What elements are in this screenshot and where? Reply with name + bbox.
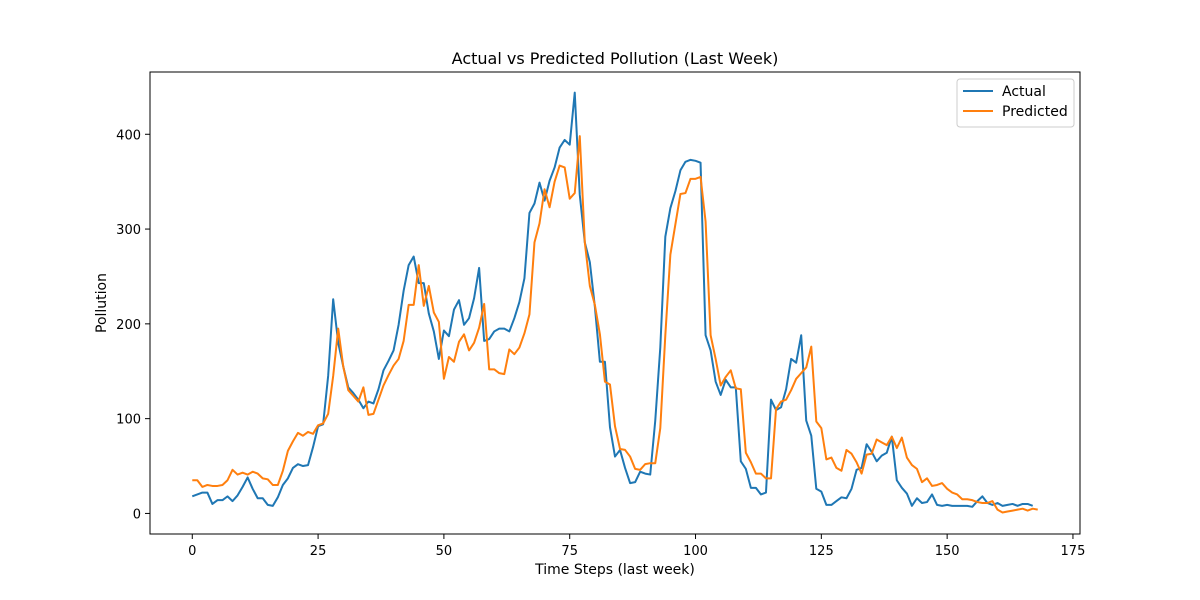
x-tick-label: 50: [436, 544, 453, 559]
x-tick-label: 100: [683, 544, 708, 559]
x-tick-label: 0: [188, 544, 196, 559]
x-tick-label: 75: [561, 544, 578, 559]
y-tick-label: 100: [116, 413, 141, 428]
y-tick-label: 200: [116, 318, 141, 333]
y-tick-label: 400: [116, 128, 141, 143]
plot-area: 0 25 50 75 100 125 150 175 0 100 200 300 400: [116, 71, 1085, 559]
legend-label-predicted: Predicted: [1002, 104, 1068, 120]
chart-title: Actual vs Predicted Pollution (Last Week…: [452, 49, 779, 68]
x-tick-label: 125: [809, 544, 834, 559]
x-tick-label: 25: [310, 544, 327, 559]
series-line-predicted: [192, 135, 1038, 514]
series-line-actual: [191, 91, 1034, 508]
y-axis-ticks: 0 100 200 300 400: [116, 128, 150, 522]
x-tick-label: 175: [1061, 544, 1086, 559]
x-axis-label: Time Steps (last week): [534, 562, 695, 578]
y-tick-label: 300: [116, 223, 141, 238]
y-tick-label: 0: [133, 507, 141, 522]
legend-label-actual: Actual: [1002, 84, 1046, 100]
x-axis-ticks: 0 25 50 75 100 125 150 175: [188, 534, 1085, 559]
series-layer: [191, 91, 1038, 514]
y-axis-label: Pollution: [94, 273, 110, 333]
axes-frame: [149, 71, 1081, 535]
chart-legend: Actual Predicted: [956, 78, 1075, 128]
x-tick-label: 150: [935, 544, 960, 559]
